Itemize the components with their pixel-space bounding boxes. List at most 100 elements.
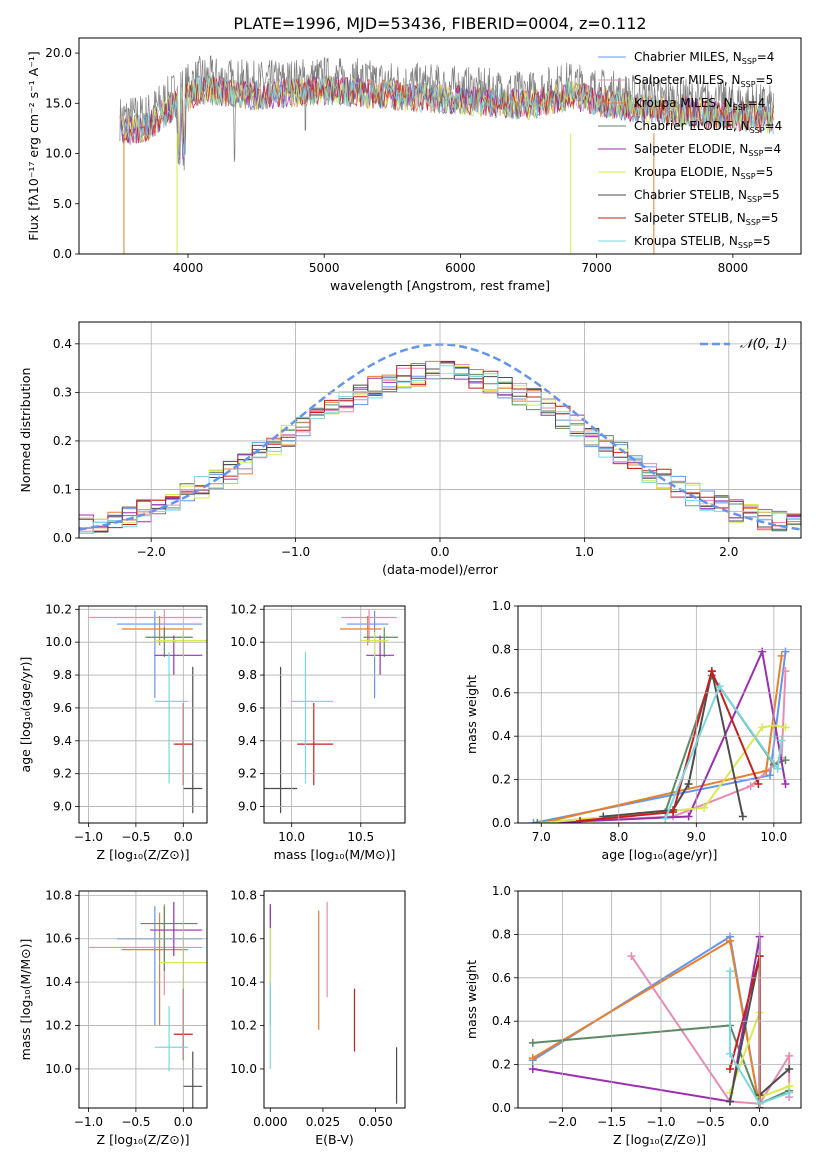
- series-line: [532, 934, 761, 1108]
- panel-spectrum: 4000 5000 6000 7000 8000 0.0 5.0 10.0 15.0 20.0 wa…: [26, 37, 802, 293]
- y-axis-label: Normed distribution: [18, 368, 33, 493]
- plot-area: [269, 901, 398, 1104]
- legend-label: Chabrier ELODIE, N: [634, 119, 750, 133]
- series-line: [533, 651, 787, 823]
- series-marker: [777, 651, 786, 660]
- legend-subscript: SSP: [742, 57, 757, 66]
- y-tick-label: 9.2: [53, 767, 72, 781]
- y-tick-label: 1.0: [492, 599, 511, 613]
- legend-suffix: =5: [761, 211, 779, 225]
- y-tick-label: 10.0: [230, 1062, 257, 1076]
- axes-frame: [263, 890, 406, 1109]
- y-tick-label: 9.2: [238, 767, 257, 781]
- x-tick-label: 0.025: [306, 1115, 340, 1129]
- legend-entry: Kroupa STELIB, NSSP=5: [634, 234, 771, 250]
- x-tick-label: −2.0: [137, 545, 166, 559]
- y-tick-label: 10.6: [45, 932, 72, 946]
- y-tick-label: 10.0: [45, 147, 72, 161]
- y-tick-label: 9.6: [238, 701, 257, 715]
- y-tick-label: 9.4: [53, 734, 72, 748]
- y-tick-label: 0.1: [53, 482, 72, 496]
- legend-subscript: SSP: [733, 103, 748, 112]
- model-spectrum-line: [122, 75, 773, 159]
- y-tick-label: 10.2: [45, 1019, 72, 1033]
- y-tick-label: 10.8: [45, 888, 72, 902]
- series-line: [729, 971, 790, 1105]
- legend-subscript: SSP: [747, 195, 762, 204]
- legend-label: Kroupa MILES, N: [634, 96, 733, 110]
- axes-frame: [78, 605, 208, 824]
- y-tick-label: 0.6: [492, 971, 511, 985]
- series-marker: [726, 1097, 735, 1106]
- legend-subscript: SSP: [748, 149, 763, 158]
- x-tick-label: −1.5: [597, 1115, 626, 1129]
- x-tick-label: 5000: [309, 261, 340, 275]
- x-axis-label: Z [log₁₀(Z/Z⊙)]: [97, 847, 190, 862]
- y-tick-label: 9.0: [53, 800, 72, 814]
- y-tick-label: 9.4: [238, 734, 257, 748]
- legend-suffix: =5: [756, 73, 774, 87]
- plot-area: [264, 609, 399, 814]
- series-marker: [726, 1064, 735, 1073]
- series-marker: [627, 952, 636, 961]
- y-tick-label: 15.0: [45, 96, 72, 110]
- y-tick-label: 10.8: [230, 888, 257, 902]
- plot-area: [119, 55, 775, 254]
- legend-entry: Kroupa ELODIE, NSSP=5: [634, 165, 773, 181]
- series-marker: [765, 771, 774, 780]
- legend-label: Kroupa ELODIE, N: [634, 165, 741, 179]
- x-tick-label: 4000: [173, 261, 204, 275]
- x-axis-label: age [log₁₀(age/yr)]: [602, 847, 718, 862]
- y-tick-label: 5.0: [53, 197, 72, 211]
- x-tick-label: 0.0: [174, 1115, 193, 1129]
- y-tick-label: 1.0: [492, 884, 511, 898]
- series-marker: [700, 803, 709, 812]
- x-tick-label: 8000: [718, 261, 749, 275]
- axes-frame: [263, 605, 406, 824]
- panels: 4000 5000 6000 7000 8000 0.0 5.0 10.0 15.0 20.0 wa…: [18, 37, 802, 1147]
- y-tick-label: 10.0: [45, 635, 72, 649]
- y-axis-label: mass [log₁₀(M/M⊙)]: [18, 939, 33, 1061]
- series-line: [532, 939, 761, 1108]
- panel-residuals: −2.0 −1.0 0.0 1.0 2.0 0.0 0.1 0.2 0.3 0.4 (data-mo…: [18, 321, 802, 577]
- x-tick-label: 0.050: [358, 1115, 392, 1129]
- legend-suffix: =5: [762, 188, 780, 202]
- series-marker: [661, 814, 670, 823]
- series-marker: [669, 808, 678, 817]
- legend-subscript: SSP: [741, 172, 756, 181]
- legend-subscript: SSP: [738, 241, 753, 250]
- x-axis-label: mass [log₁₀(M/M⊙)]: [274, 847, 396, 862]
- legend-suffix: =4: [757, 50, 775, 64]
- y-tick-label: 10.6: [230, 932, 257, 946]
- x-tick-label: 0.0: [430, 545, 449, 559]
- x-tick-label: 8.0: [609, 830, 628, 844]
- legend-entry: Salpeter ELODIE, NSSP=4: [634, 142, 781, 158]
- y-axis-label: Flux [fλ10⁻¹⁷ erg cm⁻² s⁻¹ A⁻¹]: [26, 51, 41, 240]
- x-tick-label: −1.0: [646, 1115, 675, 1129]
- legend-subscript: SSP: [750, 126, 765, 135]
- axes-frame: [517, 890, 802, 1109]
- axes-frame: [78, 890, 208, 1109]
- axes-frame: [517, 605, 802, 824]
- series-marker: [781, 756, 790, 765]
- y-tick-label: 10.2: [45, 602, 72, 616]
- panel-age_vs_mass: 10.0 10.5 9.0 9.2 9.4 9.6 9.8 10.0 10.2 mass [log…: [230, 602, 406, 862]
- series-marker: [528, 1038, 537, 1047]
- y-tick-label: 0.2: [492, 773, 511, 787]
- series-marker: [785, 1051, 794, 1060]
- axes-frame: [78, 37, 802, 255]
- y-tick-label: 10.4: [230, 975, 257, 989]
- panel-mass_weight_vs_Z: −2.0 −1.5 −1.0 −0.5 0.0 0.0 0.2 0.4 0.6 0.8 1.0 Z […: [464, 884, 802, 1147]
- series-marker: [528, 1064, 537, 1073]
- legend-suffix: =4: [763, 142, 781, 156]
- panel-age_vs_Z: −1.0 −0.5 0.0 9.0 9.2 9.4 9.6 9.8 10.0 10.2 Z [log…: [18, 602, 208, 862]
- series-marker: [684, 812, 693, 821]
- axes-frame: [78, 321, 802, 539]
- x-tick-label: 10.0: [761, 830, 788, 844]
- series-marker: [715, 682, 724, 691]
- y-axis-label: mass weight: [464, 960, 479, 1039]
- series-marker: [726, 967, 735, 976]
- legend-label: Salpeter STELIB, N: [634, 211, 746, 225]
- series-marker: [773, 764, 782, 773]
